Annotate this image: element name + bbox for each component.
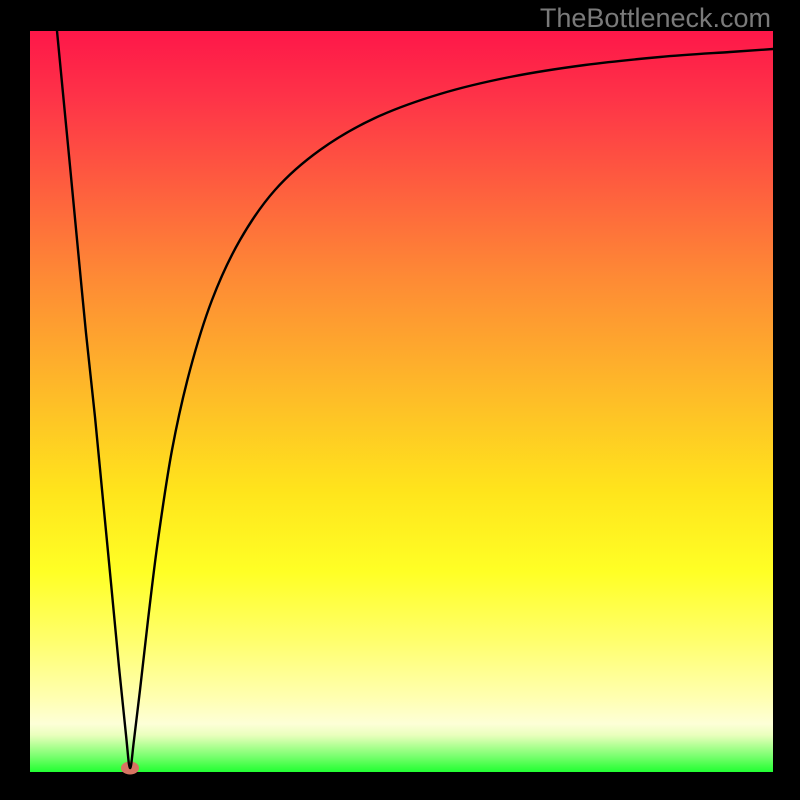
curve-path: [57, 31, 773, 768]
bottleneck-curve: [0, 0, 800, 800]
chart-container: { "canvas": { "w": 800, "h": 800 }, "plo…: [0, 0, 800, 800]
watermark-text: TheBottleneck.com: [540, 3, 771, 34]
